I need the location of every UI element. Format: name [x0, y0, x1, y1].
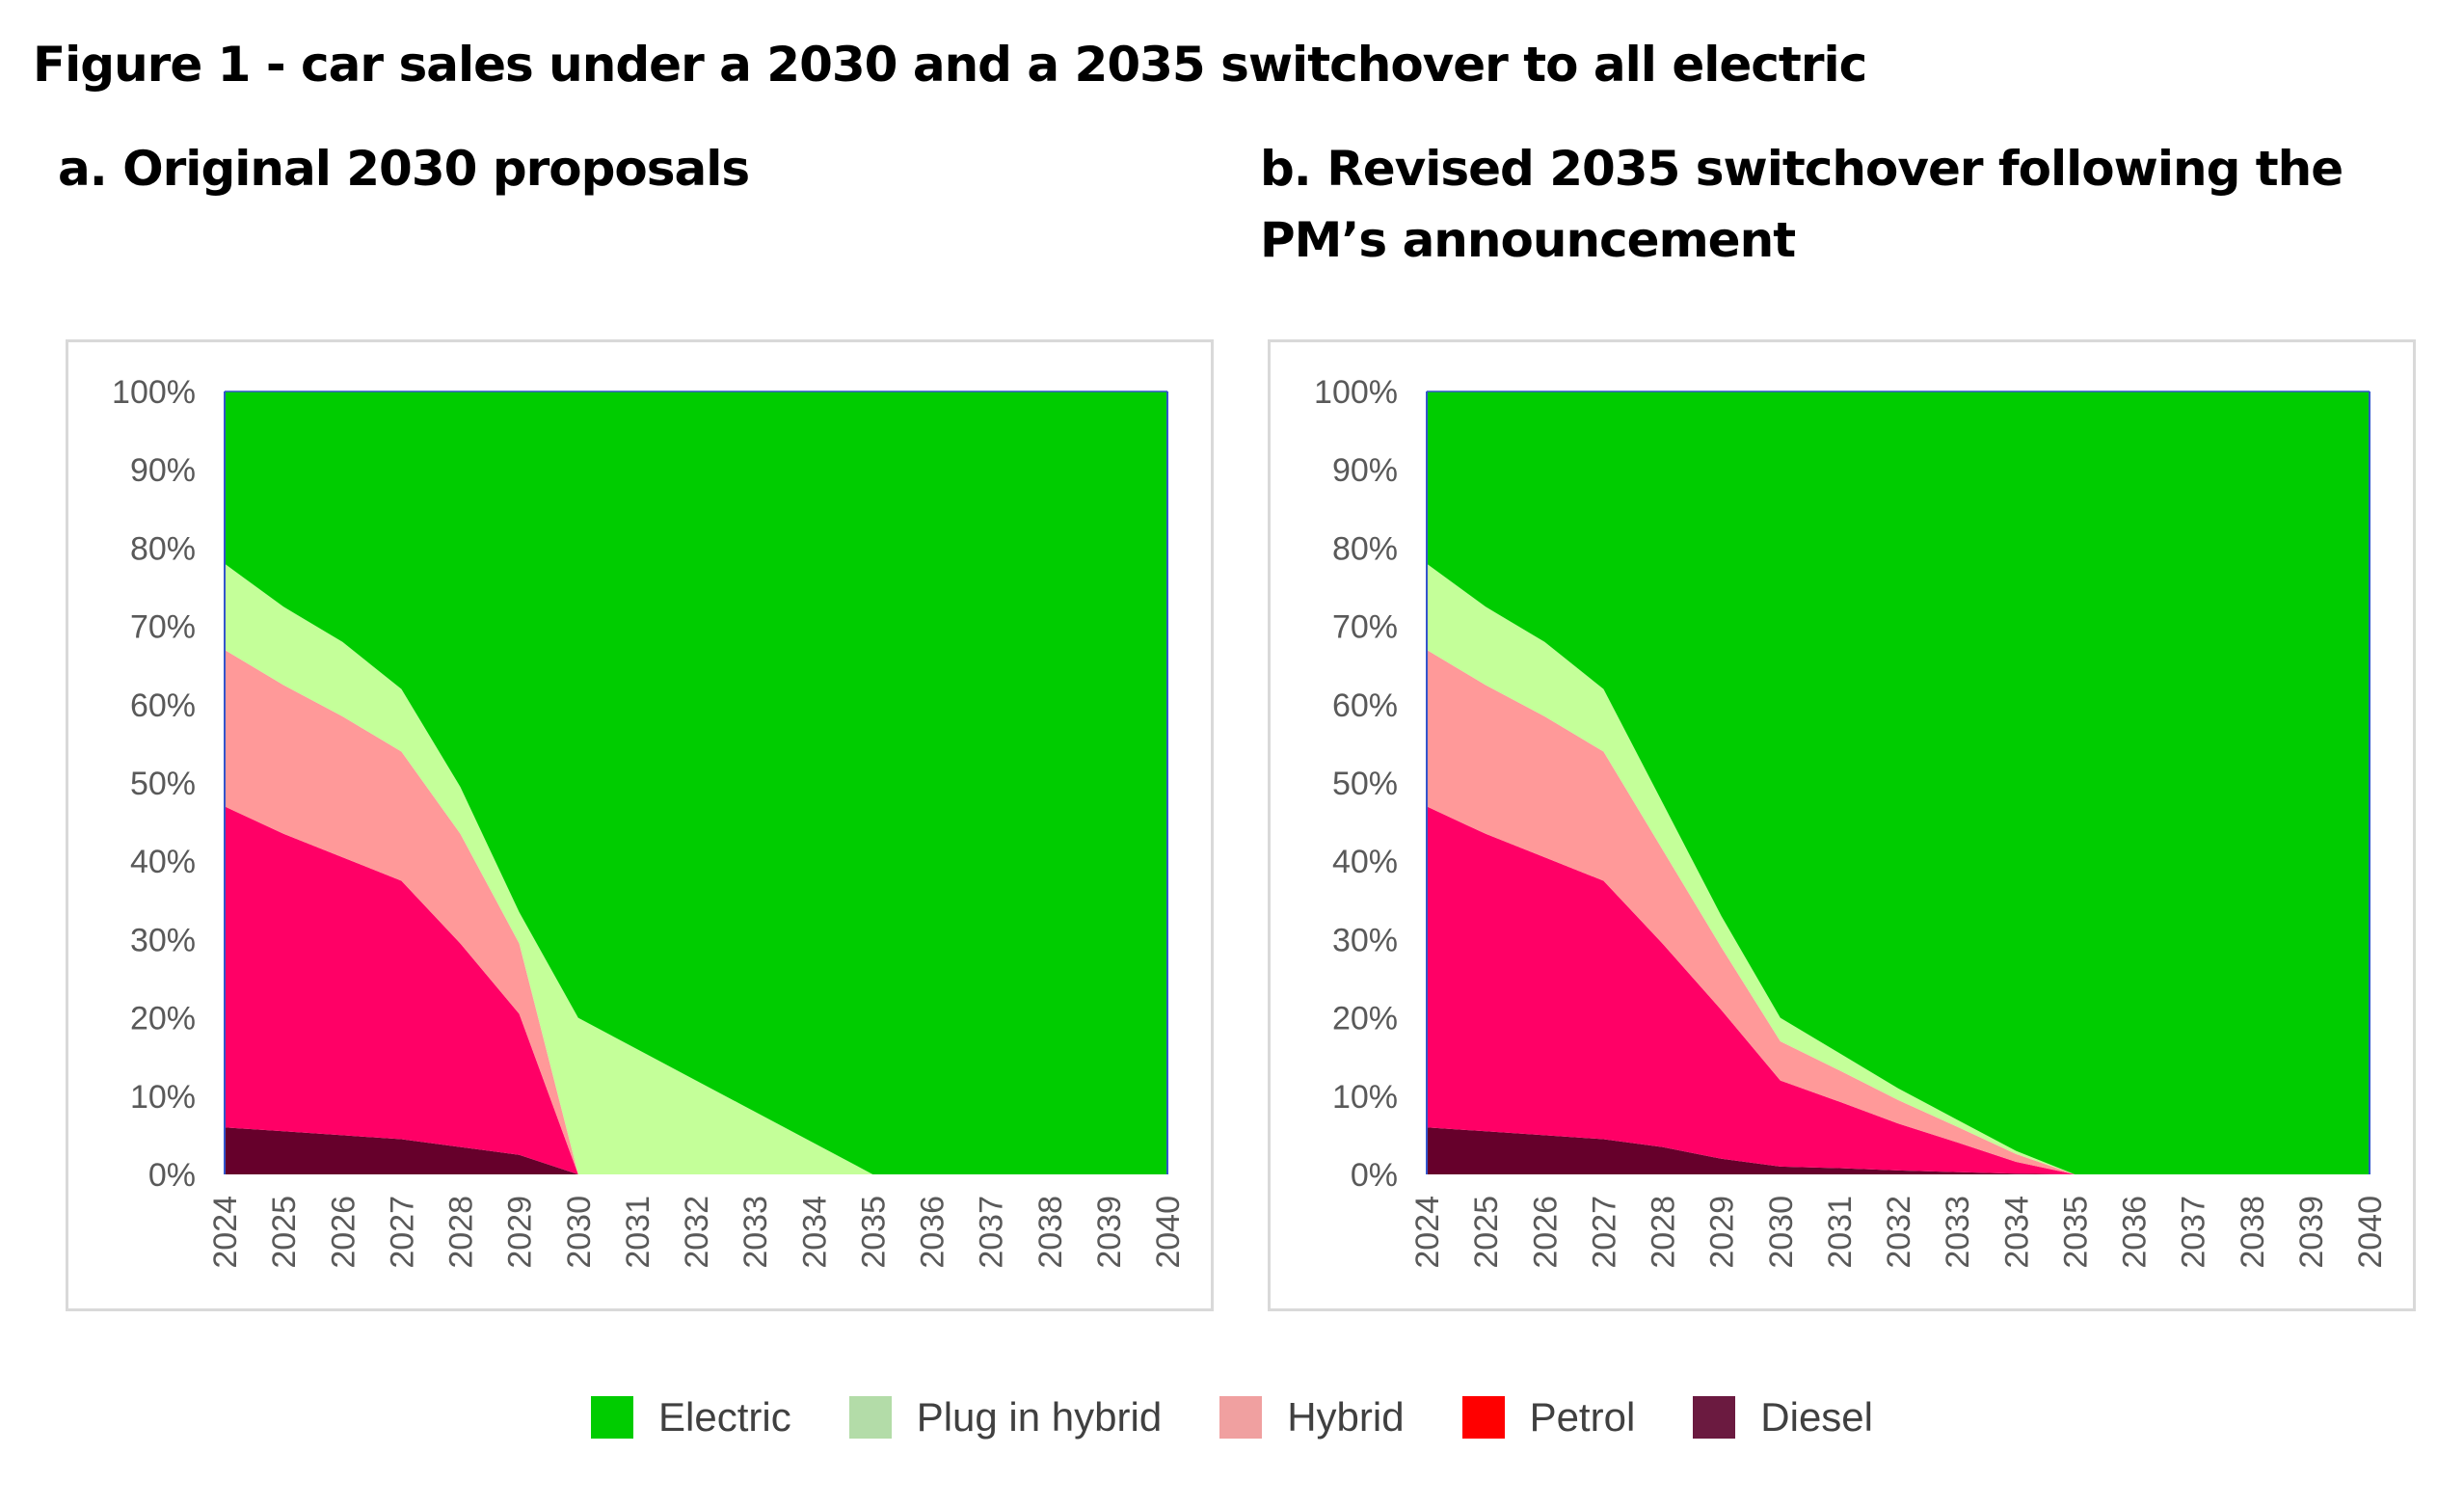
chart-b-x-tick-2024: 2024	[1409, 1196, 1446, 1269]
chart-a-y-tick-80-: 80%	[130, 530, 196, 567]
chart-a-x-tick-2033: 2033	[737, 1196, 774, 1269]
chart-b-x-tick-2029: 2029	[1704, 1196, 1741, 1269]
chart-a-area-diesel	[225, 1127, 1167, 1174]
legend: Electric Plug in hybrid Hybrid Petrol Di…	[0, 1388, 2464, 1446]
chart-a-x-tick-2035: 2035	[855, 1196, 892, 1269]
chart-b-x-tick-2035: 2035	[2057, 1196, 2094, 1269]
chart-a-x-tick-2032: 2032	[679, 1196, 715, 1269]
chart-b-y-tick-80-: 80%	[1332, 530, 1398, 567]
chart-b-title: b. Revised 2035 switchover following the…	[1260, 141, 2343, 268]
chart-a-y-tick-100-: 100%	[112, 374, 196, 411]
chart-a-area-electric	[225, 391, 1167, 1174]
chart-a-y-tick-40-: 40%	[130, 844, 196, 880]
chart-a-x-tick-2037: 2037	[974, 1196, 1010, 1269]
chart-a-x-tick-2040: 2040	[1150, 1196, 1187, 1269]
legend-label-electric: Electric	[658, 1394, 791, 1440]
chart-b-y-tick-40-: 40%	[1332, 844, 1398, 880]
legend-item-diesel: Diesel	[1693, 1394, 1873, 1441]
chart-a-y-tick-30-: 30%	[130, 922, 196, 958]
chart-a-x-tick-2039: 2039	[1091, 1196, 1128, 1269]
chart-a-x-tick-2030: 2030	[561, 1196, 598, 1269]
chart-b-y-tick-20-: 20%	[1332, 1001, 1398, 1037]
chart-b-y-tick-0-: 0%	[1351, 1157, 1398, 1194]
chart-b-x-tick-2036: 2036	[2117, 1196, 2154, 1269]
chart-b-x-tick-2037: 2037	[2176, 1196, 2212, 1269]
chart-b-y-tick-100-: 100%	[1314, 374, 1398, 411]
chart-b-x-tick-2034: 2034	[1998, 1196, 2035, 1269]
chart-a-x-tick-2027: 2027	[384, 1196, 420, 1269]
chart-a-x-tick-2028: 2028	[443, 1196, 480, 1269]
legend-label-plug-in-hybrid: Plug in hybrid	[916, 1394, 1163, 1440]
chart-a-y-tick-20-: 20%	[130, 1001, 196, 1037]
legend-swatch-hybrid	[1219, 1396, 1263, 1439]
chart-b-x-tick-2026: 2026	[1527, 1196, 1564, 1269]
chart-a-x-tick-2031: 2031	[620, 1196, 656, 1269]
legend-item-hybrid: Hybrid	[1219, 1394, 1405, 1441]
chart-b-y-tick-70-: 70%	[1332, 609, 1398, 646]
chart-b-x-tick-2028: 2028	[1646, 1196, 1682, 1269]
chart-b-x-tick-2039: 2039	[2293, 1196, 2330, 1269]
legend-swatch-plug-in-hybrid	[848, 1396, 892, 1439]
chart-a-area-petrol	[225, 806, 1167, 1174]
chart-a-x-tick-2029: 2029	[502, 1196, 539, 1269]
chart-b-area-diesel	[1427, 1127, 2370, 1174]
chart-b-x-tick-2040: 2040	[2352, 1196, 2389, 1269]
chart-b-area-petrol	[1427, 806, 2370, 1174]
legend-swatch-electric	[591, 1396, 633, 1439]
chart-a-y-tick-10-: 10%	[130, 1079, 196, 1116]
chart-b-svg: 0% 10% 20% 30% 40% 50% 60% 70% 80% 90% 100% 2024 202…	[1314, 374, 2389, 1269]
chart-b-y-tick-10-: 10%	[1332, 1079, 1398, 1116]
legend-swatch-petrol	[1461, 1396, 1505, 1439]
chart-a-y-tick-70-: 70%	[130, 609, 196, 646]
chart-a-title: a. Original 2030 proposals	[58, 141, 750, 197]
chart-b-x-tick-2038: 2038	[2235, 1196, 2271, 1269]
figure-title: Figure 1 - car sales under a 2030 and a …	[33, 37, 1867, 93]
legend-item-petrol: Petrol	[1461, 1394, 1636, 1441]
chart-a-y-tick-0-: 0%	[148, 1157, 196, 1194]
chart-b-y-tick-30-: 30%	[1332, 922, 1398, 958]
chart-b-y-tick-60-: 60%	[1332, 687, 1398, 724]
chart-a-y-tick-90-: 90%	[130, 452, 196, 489]
legend-label-hybrid: Hybrid	[1287, 1394, 1405, 1440]
chart-b-x-tick-2030: 2030	[1763, 1196, 1800, 1269]
chart-b-panel: 0% 10% 20% 30% 40% 50% 60% 70% 80% 90% 100% 2024 202…	[1268, 339, 2416, 1311]
chart-a-y-tick-60-: 60%	[130, 687, 196, 724]
chart-b-x-tick-2033: 2033	[1940, 1196, 1976, 1269]
legend-label-petrol: Petrol	[1529, 1394, 1636, 1440]
chart-b-x-tick-2031: 2031	[1822, 1196, 1859, 1269]
legend-item-plug-in-hybrid: Plug in hybrid	[848, 1394, 1163, 1441]
chart-a-x-tick-2034: 2034	[796, 1196, 833, 1269]
chart-b-x-tick-2025: 2025	[1468, 1196, 1505, 1269]
chart-a-x-tick-2036: 2036	[915, 1196, 951, 1269]
chart-a-y-tick-50-: 50%	[130, 766, 196, 802]
legend-label-diesel: Diesel	[1760, 1394, 1873, 1440]
chart-a-x-tick-2026: 2026	[325, 1196, 362, 1269]
chart-a-svg: 0% 10% 20% 30% 40% 50% 60% 70% 80% 90% 100% 2024 202…	[112, 374, 1187, 1269]
chart-a-x-tick-2025: 2025	[266, 1196, 303, 1269]
chart-a-x-tick-2038: 2038	[1032, 1196, 1069, 1269]
chart-b-x-tick-2032: 2032	[1881, 1196, 1917, 1269]
chart-b-y-tick-90-: 90%	[1332, 452, 1398, 489]
legend-item-electric: Electric	[591, 1394, 791, 1441]
chart-b-x-tick-2027: 2027	[1586, 1196, 1622, 1269]
chart-b-y-tick-50-: 50%	[1332, 766, 1398, 802]
chart-a-panel: 0% 10% 20% 30% 40% 50% 60% 70% 80% 90% 100% 2024 202…	[66, 339, 1214, 1311]
legend-swatch-diesel	[1693, 1396, 1736, 1439]
chart-b-area-electric	[1427, 391, 2370, 1174]
chart-a-x-tick-2024: 2024	[207, 1196, 244, 1269]
